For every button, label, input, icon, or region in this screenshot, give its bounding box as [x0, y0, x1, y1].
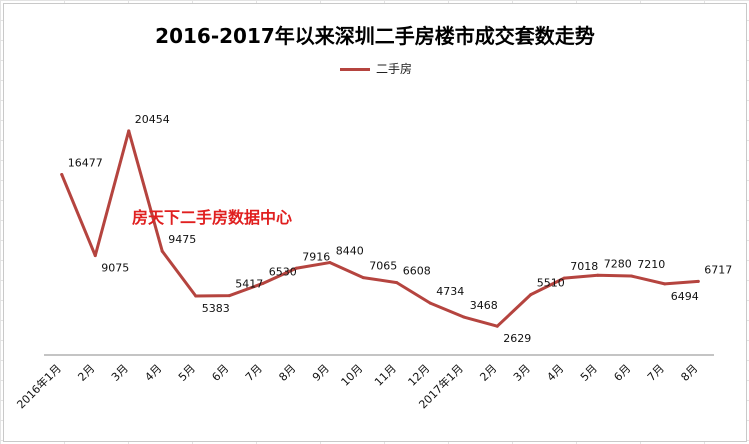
- x-tick-label: 7月: [645, 362, 667, 384]
- data-label: 8440: [336, 245, 364, 258]
- x-tick-label: 5月: [578, 362, 600, 384]
- data-point: [462, 315, 466, 319]
- series-line: [60, 129, 700, 328]
- x-tick-label: 6月: [209, 362, 231, 384]
- watermark-text: 房天下二手房数据中心: [132, 208, 292, 227]
- x-tick-label: 4月: [142, 362, 164, 384]
- chart-legend: 二手房: [340, 60, 412, 77]
- x-tick-label: 2016年1月: [14, 361, 64, 411]
- x-tick-label: 7月: [243, 362, 265, 384]
- data-point: [696, 279, 700, 283]
- data-point: [562, 276, 566, 280]
- x-tick-label: 4月: [544, 362, 566, 384]
- data-label: 2629: [503, 332, 531, 345]
- x-tick-label: 12月: [406, 362, 433, 389]
- data-point: [227, 294, 231, 298]
- x-tick-label: 11月: [372, 362, 399, 389]
- x-tick-label: 2月: [75, 362, 97, 384]
- data-point: [294, 266, 298, 270]
- x-tick-label: 10月: [339, 362, 366, 389]
- data-label: 6608: [403, 265, 431, 278]
- x-tick-label: 3月: [511, 362, 533, 384]
- data-point: [361, 276, 365, 280]
- data-label: 7280: [604, 257, 632, 270]
- data-label: 9475: [168, 233, 196, 246]
- data-point: [629, 274, 633, 278]
- data-label: 20454: [135, 113, 170, 126]
- x-tick-label: 8月: [678, 362, 700, 384]
- data-point: [93, 254, 97, 258]
- data-point: [160, 249, 164, 253]
- data-point: [127, 129, 131, 133]
- data-label: 7018: [570, 260, 598, 273]
- data-label: 7210: [637, 258, 665, 271]
- legend-label: 二手房: [376, 62, 413, 76]
- data-label: 7065: [369, 260, 397, 273]
- data-label: 16477: [68, 157, 103, 170]
- data-point: [395, 281, 399, 285]
- data-label: 5383: [202, 302, 230, 315]
- data-label: 5417: [235, 278, 263, 291]
- data-point: [328, 261, 332, 265]
- data-label: 4734: [436, 285, 464, 298]
- x-tick-label: 8月: [276, 362, 298, 384]
- data-point: [428, 301, 432, 305]
- chart-title: 2016-2017年以来深圳二手房楼市成交套数走势: [155, 24, 595, 48]
- x-tick-label: 2月: [477, 362, 499, 384]
- data-point: [663, 282, 667, 286]
- chart-area[interactable]: 2016-2017年以来深圳二手房楼市成交套数走势 二手房 2016年1月 2月 3…: [3, 3, 747, 442]
- data-point: [261, 281, 265, 285]
- x-tick-label: 5月: [176, 362, 198, 384]
- data-label: 7916: [302, 250, 330, 263]
- data-label: 9075: [101, 262, 129, 275]
- x-tick-label: 3月: [109, 362, 131, 384]
- data-point: [194, 294, 198, 298]
- x-tick-label: 9月: [310, 362, 332, 384]
- data-label: 5510: [537, 277, 565, 290]
- data-point: [529, 293, 533, 297]
- data-label: 3468: [470, 299, 498, 312]
- data-point: [60, 173, 64, 177]
- data-label: 6530: [269, 265, 297, 278]
- data-point: [495, 324, 499, 328]
- data-point: [596, 273, 600, 277]
- data-label: 6494: [671, 290, 699, 303]
- data-label: 6717: [704, 263, 732, 276]
- x-tick-label: 6月: [611, 362, 633, 384]
- legend-swatch: [340, 68, 370, 71]
